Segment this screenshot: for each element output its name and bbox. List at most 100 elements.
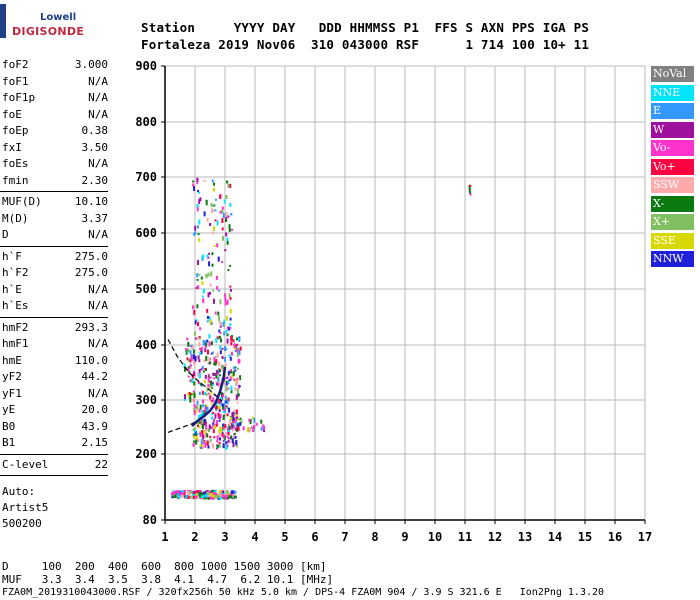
- echo-point: [212, 384, 215, 387]
- echo-point: [205, 199, 208, 202]
- param-value: 275.0: [74, 249, 108, 263]
- echo-point: [190, 344, 193, 348]
- echo-point: [229, 288, 232, 292]
- echo-point: [186, 357, 189, 361]
- echo-point: [220, 400, 223, 406]
- echo-point: [228, 228, 231, 233]
- echo-point: [209, 438, 212, 443]
- echo-point: [190, 355, 193, 361]
- echo-point: [226, 180, 229, 184]
- echo-point: [172, 491, 175, 495]
- echo-point: [225, 398, 228, 404]
- header-labels: Station YYYY DAY DDD HHMMSS P1 FFS S AXN…: [141, 20, 590, 35]
- echo-point: [217, 256, 220, 262]
- echo-point: [229, 202, 232, 207]
- echo-point: [225, 216, 228, 222]
- echo-point: [260, 419, 263, 424]
- echo-point: [208, 424, 211, 430]
- echo-point: [222, 496, 226, 500]
- echo-point: [211, 263, 214, 267]
- echo-point: [249, 419, 252, 425]
- echo-point: [205, 409, 208, 413]
- echo-points: [171, 177, 472, 500]
- echo-point: [226, 338, 229, 344]
- echo-point: [234, 435, 237, 439]
- echo-point: [225, 232, 228, 237]
- echo-point: [222, 411, 225, 413]
- echo-point: [225, 348, 228, 351]
- echo-point: [197, 438, 200, 442]
- echo-point: [227, 432, 230, 436]
- echo-point: [189, 359, 192, 363]
- echo-point: [208, 252, 211, 255]
- y-tick-label: 900: [135, 59, 157, 73]
- echo-point: [204, 404, 207, 410]
- param-name: foF2: [2, 58, 29, 71]
- echo-point: [178, 490, 182, 494]
- param-row: B0 43.9: [2, 420, 108, 434]
- echo-point: [199, 443, 202, 447]
- echo-point: [226, 315, 228, 321]
- param-name: h`Es: [2, 299, 29, 312]
- echo-point: [216, 372, 219, 376]
- echo-point: [197, 381, 200, 384]
- echo-point: [224, 377, 227, 380]
- echo-point: [223, 403, 226, 407]
- echo-point: [213, 209, 216, 212]
- echo-point: [208, 357, 211, 362]
- echo-point: [213, 182, 215, 186]
- echo-point: [205, 200, 208, 206]
- echo-point: [216, 401, 219, 405]
- param-name: foEp: [2, 124, 29, 137]
- echo-point: [218, 316, 220, 322]
- param-row: hmF1 N/A: [2, 337, 108, 351]
- echo-point: [215, 275, 218, 280]
- echo-point: [218, 444, 221, 448]
- echo-point: [221, 356, 224, 359]
- echo-point: [217, 494, 221, 498]
- param-row: D N/A: [2, 228, 108, 242]
- param-value: N/A: [88, 299, 108, 312]
- y-tick-label: 600: [135, 226, 157, 240]
- echo-point: [232, 370, 235, 376]
- echo-point: [213, 372, 216, 376]
- param-row: fxI 3.50: [2, 141, 108, 155]
- echo-point: [195, 410, 198, 414]
- echo-point: [248, 427, 251, 433]
- legend-item-nne: NNE: [651, 84, 694, 101]
- echo-point: [207, 392, 210, 395]
- echo-point: [231, 424, 234, 429]
- echo-point: [212, 411, 215, 414]
- echo-point: [216, 420, 219, 424]
- echo-point: [225, 494, 229, 498]
- x-mode-profile-trace: [167, 339, 223, 402]
- echo-point: [213, 490, 217, 494]
- echo-point: [192, 305, 195, 310]
- param-row: yF2 44.2: [2, 370, 108, 384]
- echo-point: [219, 437, 221, 441]
- echo-point: [214, 209, 217, 212]
- echo-point: [194, 337, 197, 340]
- echo-point: [230, 369, 232, 374]
- echo-point: [215, 405, 218, 408]
- param-row: M(D) 3.37: [2, 212, 108, 226]
- echo-point: [198, 421, 201, 424]
- echo-point: [233, 343, 236, 349]
- param-value: N/A: [88, 157, 108, 170]
- echo-point: [225, 381, 228, 386]
- echo-point: [192, 428, 195, 431]
- echo-point: [208, 334, 211, 338]
- echo-point: [202, 399, 205, 404]
- echo-point: [230, 423, 233, 426]
- echo-point: [205, 392, 208, 396]
- echo-point: [255, 422, 258, 426]
- footer-muf-row: MUF 3.3 3.4 3.5 3.8 4.1 4.7 6.2 10.1 [MH…: [2, 573, 334, 586]
- footer-file-info: FZA0M_2019310043000.RSF / 320fx256h 50 k…: [2, 587, 605, 598]
- echo-point: [199, 382, 202, 386]
- echo-point: [192, 180, 195, 183]
- echo-point: [218, 417, 221, 420]
- echo-point: [231, 438, 234, 444]
- echo-point: [239, 417, 242, 420]
- echo-point: [220, 338, 222, 343]
- param-row: yF1 N/A: [2, 387, 108, 401]
